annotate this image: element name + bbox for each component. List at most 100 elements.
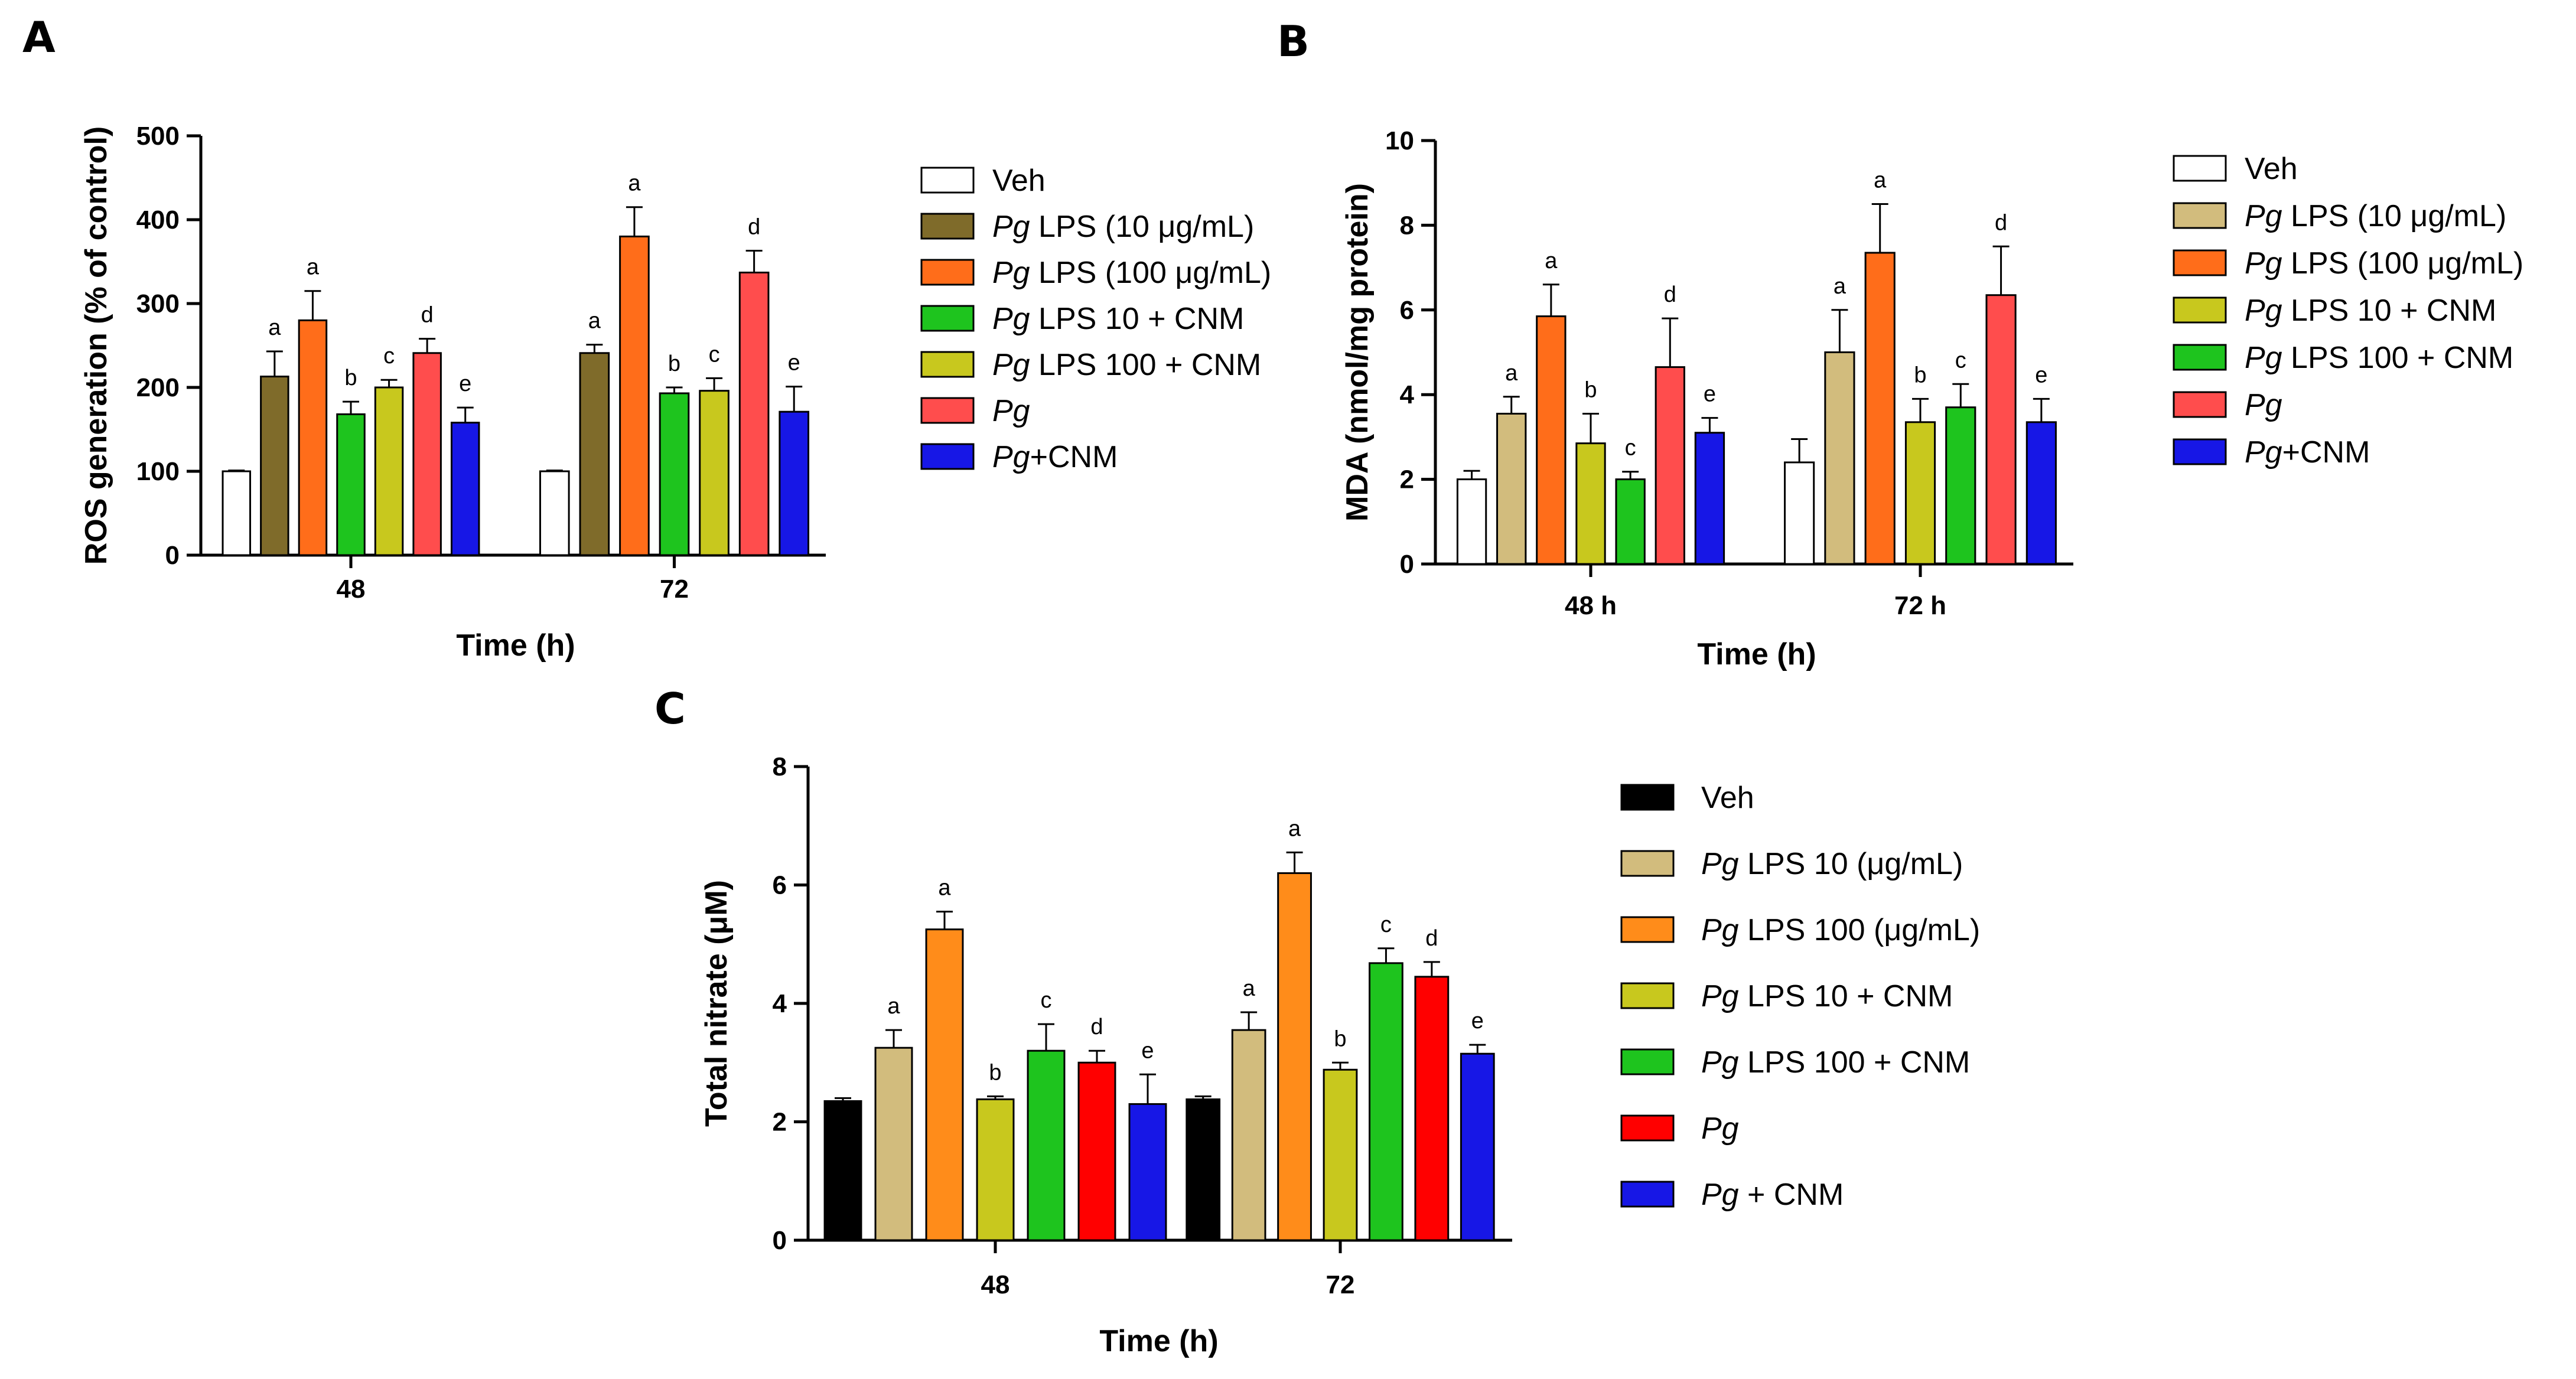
x-tick-label: 72 h	[1894, 591, 1946, 620]
bar	[450, 422, 480, 556]
bar	[298, 319, 328, 556]
bar	[1414, 976, 1450, 1241]
bar	[1864, 252, 1896, 565]
legend-label: Pg+CNM	[2245, 435, 2370, 470]
significance-label: a	[268, 315, 281, 340]
y-tick-label: 400	[136, 206, 180, 234]
legend-label: Pg LPS (100 μg/mL)	[2245, 246, 2523, 281]
legend-swatch	[2173, 155, 2227, 182]
significance-label: a	[938, 876, 951, 901]
significance-label: a	[1243, 976, 1256, 1001]
y-tick-label: 300	[136, 289, 180, 318]
x-tick-label: 48	[981, 1270, 1010, 1299]
legend-label: Pg+CNM	[992, 440, 1118, 474]
significance-label: e	[1141, 1038, 1154, 1063]
legend-label: Veh	[1701, 781, 1754, 815]
legend-swatch	[1620, 1181, 1675, 1208]
bar	[539, 470, 570, 556]
significance-label: b	[1334, 1026, 1346, 1051]
y-tick-label: 4	[773, 989, 787, 1018]
bar	[659, 392, 690, 556]
legend-swatch	[1620, 850, 1675, 877]
panel-label-b: B	[1277, 17, 1310, 66]
legend-label: Pg LPS (10 μg/mL)	[992, 210, 1254, 244]
legend-label: Pg	[2245, 388, 2282, 422]
legend-entry: Pg LPS 100 (μg/mL)	[1620, 913, 1980, 947]
bar	[1945, 406, 1976, 565]
legend: Veh Pg LPS (10 μg/mL) Pg LPS (100 μg/mL) Pg…	[2173, 152, 2523, 470]
y-axis-title: ROS generation (% of control)	[79, 126, 113, 565]
significance-label: e	[459, 371, 471, 396]
significance-label: a	[1545, 249, 1558, 273]
bar	[823, 1100, 862, 1241]
bar	[1027, 1049, 1066, 1241]
legend-entry: Pg	[920, 394, 1030, 428]
y-tick-label: 500	[136, 122, 180, 151]
legend-entry: Pg LPS (10 μg/mL)	[2173, 199, 2506, 233]
significance-label: a	[307, 255, 320, 280]
bar	[1655, 366, 1685, 565]
legend-label: Pg LPS 100 + CNM	[992, 348, 1261, 382]
legend-label: Veh	[2245, 152, 2298, 186]
bar	[336, 413, 366, 556]
legend-swatch	[920, 443, 975, 470]
bar	[1985, 294, 2017, 565]
bar	[738, 271, 770, 556]
x-axis-title: Time (h)	[1099, 1324, 1218, 1358]
x-axis-title: Time (h)	[1697, 637, 1816, 671]
bar	[1231, 1029, 1266, 1241]
bar	[260, 376, 289, 556]
legend-label: Pg LPS 100 + CNM	[2245, 341, 2513, 375]
y-tick-label: 2	[1400, 465, 1414, 494]
bar	[2025, 421, 2057, 565]
bar	[1369, 962, 1403, 1241]
y-tick-label: 4	[1400, 380, 1415, 409]
significance-label: c	[1041, 988, 1052, 1013]
significance-label: b	[1914, 363, 1926, 387]
significance-label: b	[344, 366, 357, 390]
legend-label: Veh	[992, 164, 1046, 198]
significance-label: a	[588, 309, 601, 334]
y-axis-title: MDA (nmol/mg protein)	[1340, 183, 1375, 521]
bar	[1536, 315, 1567, 565]
bar	[976, 1098, 1015, 1241]
legend-label: Pg LPS 10 + CNM	[2245, 294, 2496, 328]
y-tick-label: 0	[1400, 550, 1414, 579]
legend-swatch	[920, 351, 975, 378]
legend-swatch	[2173, 249, 2227, 276]
legend-label: Pg LPS (100 μg/mL)	[992, 256, 1271, 290]
significance-label: e	[1471, 1009, 1484, 1034]
bar	[874, 1047, 913, 1241]
legend-swatch	[2173, 296, 2227, 324]
panel-label-a: A	[22, 12, 56, 62]
legend-swatch	[1620, 784, 1675, 811]
legend-swatch	[2173, 391, 2227, 418]
bar	[1128, 1103, 1167, 1241]
y-tick-label: 2	[773, 1108, 787, 1137]
panel-label-c: C	[654, 684, 686, 733]
significance-label: e	[1704, 382, 1716, 407]
x-tick-label: 48	[337, 575, 366, 604]
y-tick-label: 6	[773, 871, 787, 900]
bar	[1784, 461, 1815, 565]
significance-label: a	[628, 171, 641, 196]
legend-swatch	[1620, 982, 1675, 1009]
significance-label: b	[1584, 377, 1597, 402]
significance-label: d	[1995, 210, 2007, 235]
bar	[1496, 412, 1527, 565]
legend-entry: Pg LPS (100 μg/mL)	[920, 256, 1271, 290]
significance-label: e	[788, 351, 800, 376]
panel-b: 0 2 4 6 8 10 MDA (nmol/mg protein) 48 h a a b c d e 72…	[1340, 126, 2523, 671]
significance-label: d	[421, 303, 434, 328]
bar	[1077, 1061, 1116, 1241]
x-tick-label: 72	[1326, 1270, 1355, 1299]
legend-entry: Pg+CNM	[2173, 435, 2370, 470]
significance-label: e	[2035, 363, 2047, 387]
y-tick-label: 8	[1400, 211, 1414, 240]
bar	[1186, 1098, 1221, 1241]
panel-a: 0 100 200 300 400 500 ROS generation (% of con…	[79, 122, 1271, 663]
y-axis-title: Total nitrate (μM)	[699, 880, 734, 1127]
legend-entry: Pg LPS (10 μg/mL)	[920, 210, 1254, 244]
legend-swatch	[1620, 1114, 1675, 1142]
